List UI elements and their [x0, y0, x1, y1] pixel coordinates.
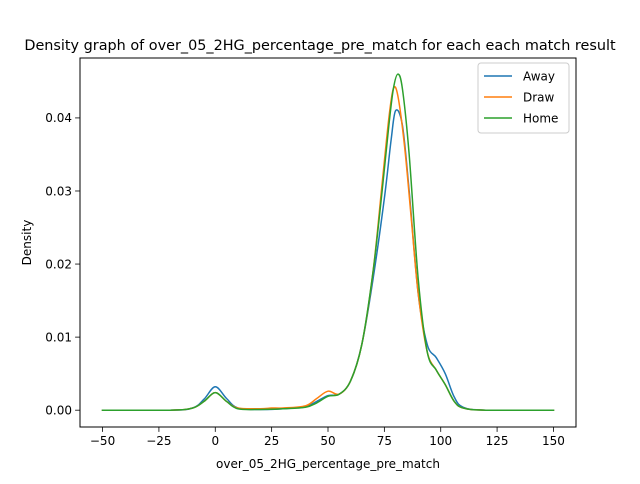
x-tick-label: 100	[429, 434, 452, 448]
y-axis: 0.00 0.01 0.02 0.03 0.04	[45, 111, 80, 417]
x-tick-label: 75	[377, 434, 392, 448]
x-tick-label: −25	[146, 434, 171, 448]
y-tick-label: 0.04	[45, 111, 72, 125]
y-axis-label: Density	[20, 220, 34, 266]
legend-label-away: Away	[523, 69, 555, 83]
x-tick-label: 50	[320, 434, 335, 448]
x-axis-label: over_05_2HG_percentage_pre_match	[216, 457, 440, 471]
legend-label-draw: Draw	[523, 90, 555, 104]
x-tick-label: 150	[542, 434, 565, 448]
series-line-home	[101, 73, 555, 411]
x-tick-label: 0	[211, 434, 219, 448]
x-axis: −50 −25 0 25 50 75 100 125 150	[90, 427, 565, 448]
y-tick-label: 0.02	[45, 257, 72, 271]
y-tick-label: 0.01	[45, 330, 72, 344]
chart-title: Density graph of over_05_2HG_percentage_…	[24, 38, 616, 54]
y-tick-label: 0.03	[45, 184, 72, 198]
legend-label-home: Home	[523, 111, 558, 125]
legend-box	[477, 62, 570, 134]
plot-lines	[101, 73, 555, 411]
x-tick-label: −50	[90, 434, 115, 448]
y-tick-label: 0.00	[45, 403, 72, 417]
x-tick-label: 25	[264, 434, 279, 448]
legend: Away Draw Home	[477, 62, 570, 134]
x-tick-label: 125	[486, 434, 509, 448]
